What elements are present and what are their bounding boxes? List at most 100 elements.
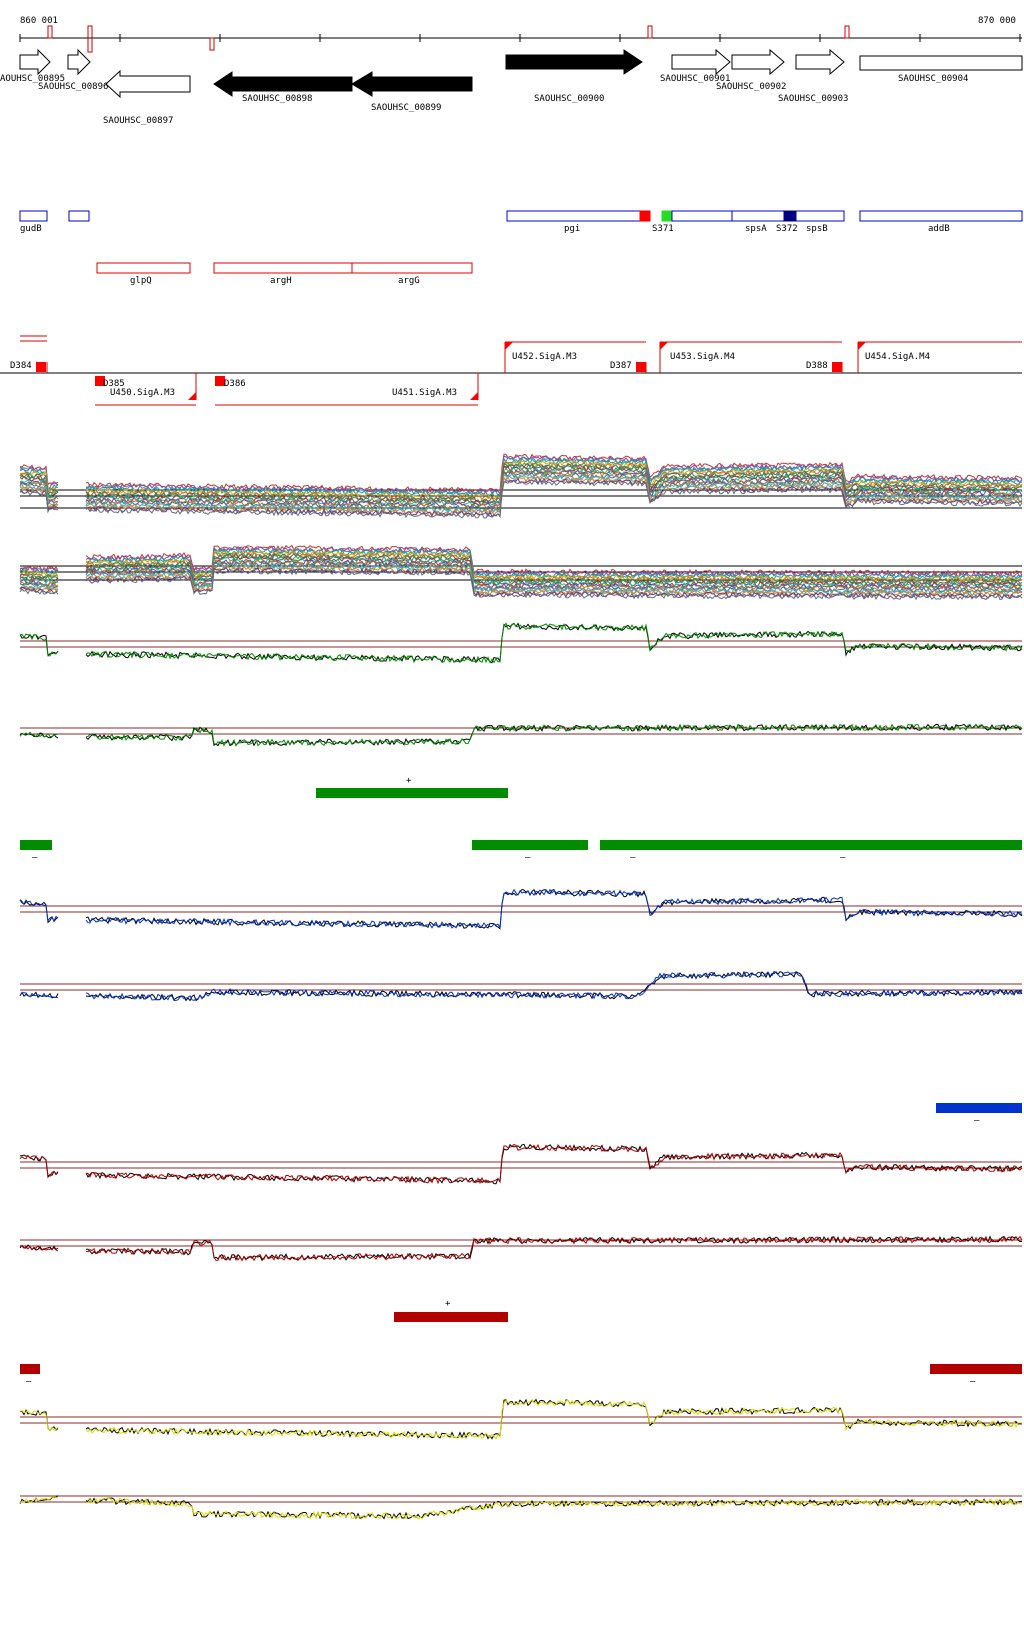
gene-arrow-00900[interactable] [506, 50, 642, 74]
expression-track-multi-1 [20, 454, 1022, 518]
condition-profile-colour [20, 1156, 58, 1177]
red-minus-label-2: – [970, 1377, 976, 1387]
feature-red-marker [640, 211, 650, 221]
promoter-flag-u452[interactable] [505, 342, 513, 350]
gene-label-00902: SAOUHSC_00902 [716, 82, 786, 92]
label-d386: D386 [224, 379, 246, 389]
condition-profile-colour [20, 900, 58, 921]
red-plus-label: + [445, 1299, 451, 1309]
gene-arrow-00903[interactable] [796, 50, 844, 74]
blue-feature-labels: gudB pgi S371 spsA S372 spsB addB [20, 224, 950, 234]
green-segments [20, 788, 1022, 850]
condition-profile-black [86, 1498, 1022, 1519]
terminator-d384[interactable] [36, 362, 46, 372]
condition-profile-colour [86, 1498, 1022, 1519]
promoter-flag-u450[interactable] [188, 392, 196, 400]
expression-track-multi-2 [20, 546, 1022, 600]
condition-profile-black [86, 623, 1022, 662]
expression-track-blue-2 [20, 972, 1022, 1001]
coord-start: 860 001 [20, 16, 58, 26]
green-minus-label-3: – [630, 853, 636, 863]
label-u451: U451.SigA.M3 [392, 388, 457, 398]
segment-green-minus-3[interactable] [600, 840, 1022, 850]
condition-profile-black [86, 972, 1022, 1001]
feature-argg[interactable] [352, 263, 472, 273]
label-s371: S371 [652, 224, 674, 234]
gene-arrow-00901[interactable] [672, 50, 730, 74]
condition-profile-colour [20, 634, 58, 656]
feature-argh[interactable] [214, 263, 352, 273]
segment-red-minus-1[interactable] [20, 1364, 40, 1374]
feature-glpq[interactable] [97, 263, 190, 273]
red-feature-track [97, 263, 472, 273]
label-argg: argG [398, 276, 420, 286]
feature-gudb[interactable] [20, 211, 47, 221]
expression-track-red-1 [20, 1144, 1022, 1183]
feature-unnamed[interactable] [69, 211, 89, 221]
coord-end: 870 000 [978, 16, 1016, 26]
label-d384: D384 [10, 361, 32, 371]
terminator-d387[interactable] [636, 362, 646, 372]
coordinate-ruler: 860 001 870 000 [20, 16, 1022, 52]
label-u450: U450.SigA.M3 [110, 388, 175, 398]
segment-green-minus-2[interactable] [472, 840, 588, 850]
red-feature-labels: glpQ argH argG [130, 276, 420, 286]
gene-arrow-00898[interactable] [214, 72, 352, 96]
red-minus-label-1: – [26, 1377, 32, 1387]
expression-track-yellow-2 [20, 1496, 1022, 1519]
feature-s372-marker [784, 211, 796, 221]
gene-label-00900: SAOUHSC_00900 [534, 94, 604, 104]
segment-blue-minus[interactable] [936, 1103, 1022, 1113]
feature-spsa[interactable] [672, 211, 732, 221]
condition-profile-colour [20, 1411, 58, 1431]
segment-green-minus-1[interactable] [20, 840, 52, 850]
expression-track-green-2 [20, 724, 1022, 745]
blue-feature-track [20, 211, 1022, 221]
feature-addb[interactable] [860, 211, 1022, 221]
condition-profile-colour [86, 972, 1022, 1001]
gene-label-00898: SAOUHSC_00898 [242, 94, 312, 104]
ruler-markers [48, 26, 849, 52]
segment-red-minus-2[interactable] [930, 1364, 1022, 1374]
gene-label-00904: SAOUHSC_00904 [898, 74, 968, 84]
gene-arrow-00896[interactable] [68, 50, 90, 74]
gene-track: AOUHSC_00895 SAOUHSC_00896 SAOUHSC_00897… [0, 50, 1022, 126]
gene-label-00896: SAOUHSC_00896 [38, 82, 108, 92]
feature-pgi[interactable] [507, 211, 644, 221]
label-gudb: gudB [20, 224, 42, 234]
gene-arrow-00899[interactable] [352, 72, 472, 96]
segment-red-plus[interactable] [394, 1312, 508, 1322]
red-segments [20, 1312, 1022, 1374]
green-plus-label: + [406, 776, 412, 786]
label-spsb: spsB [806, 224, 828, 234]
terminator-d388[interactable] [832, 362, 842, 372]
gene-arrow-00895[interactable] [20, 50, 50, 74]
label-argh: argH [270, 276, 292, 286]
feature-s371-marker [662, 211, 672, 221]
label-d388: D388 [806, 361, 828, 371]
expression-track-yellow-1 [20, 1400, 1022, 1439]
label-glpq: glpQ [130, 276, 152, 286]
promoter-track: D384 D385 U450.SigA.M3 D386 U451.SigA.M3… [0, 336, 1022, 405]
blue-minus-label: – [974, 1116, 980, 1126]
label-spsa: spsA [745, 224, 767, 234]
gene-arrow-00897[interactable] [106, 71, 190, 97]
blue-segments: – [936, 1103, 1022, 1126]
label-pgi: pgi [564, 224, 580, 234]
label-u452: U452.SigA.M3 [512, 352, 577, 362]
promoter-flag-u451[interactable] [470, 392, 478, 400]
gene-label-00897: SAOUHSC_00897 [103, 116, 173, 126]
expression-track-green-1 [20, 623, 1022, 662]
promoter-flag-u454[interactable] [858, 342, 866, 350]
label-u453: U453.SigA.M4 [670, 352, 735, 362]
promoter-flag-u453[interactable] [660, 342, 668, 350]
gene-label-00899: SAOUHSC_00899 [371, 103, 441, 113]
gene-box-00904[interactable] [860, 56, 1022, 70]
condition-profile-colour [86, 890, 1022, 928]
gene-arrow-00902[interactable] [732, 50, 784, 74]
green-minus-label-1: – [32, 853, 38, 863]
gene-label-00903: SAOUHSC_00903 [778, 94, 848, 104]
expression-track-blue-1 [20, 890, 1022, 929]
segment-green-plus[interactable] [316, 788, 508, 798]
label-s372: S372 [776, 224, 798, 234]
